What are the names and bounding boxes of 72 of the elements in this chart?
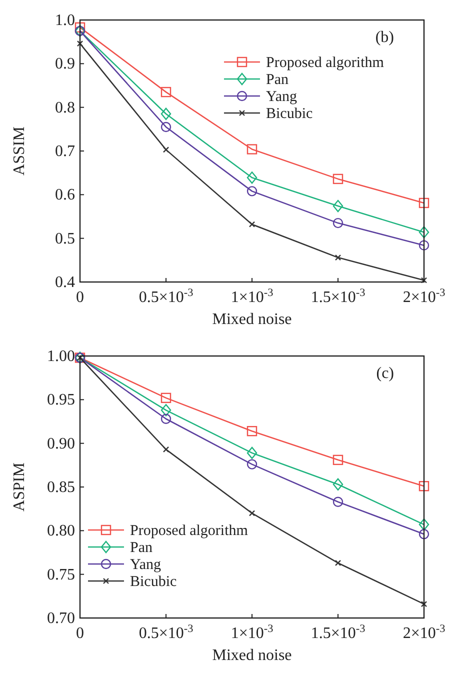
point [334, 560, 342, 566]
point [246, 186, 258, 196]
point [246, 144, 258, 154]
y-axis-title: ASSIM [11, 126, 28, 176]
point [418, 481, 430, 492]
x-tick-label: 0 [76, 289, 84, 306]
point [418, 518, 430, 531]
point [246, 172, 258, 184]
point [332, 200, 344, 212]
y-tick-label: 0.80 [47, 522, 75, 540]
x-axis-title: Mixed noise [212, 311, 292, 328]
legend-label: Proposed algorithm [266, 55, 384, 71]
x-tick-label: 2×10$^{-3}$ [402, 287, 446, 306]
point [248, 510, 256, 516]
legend-label: Pan [266, 72, 289, 88]
point [418, 226, 430, 238]
point [246, 426, 258, 436]
legend-label: Yang [266, 89, 298, 105]
point [160, 86, 172, 98]
y-tick-label: 0.5 [55, 230, 75, 248]
y-tick-label: 1.0 [55, 12, 75, 29]
legend-label: Bicubic [266, 106, 313, 122]
y-tick-label: 0.9 [55, 56, 75, 73]
point [418, 529, 430, 540]
x-tick-label: 1.5×10$^{-3}$ [310, 287, 366, 306]
x-tick-label: 2×10$^{-3}$ [402, 623, 446, 642]
point [248, 221, 256, 228]
legend-label: Pan [130, 540, 153, 556]
y-axis-title: ASPIM [11, 462, 28, 512]
point [332, 454, 344, 466]
y-tick-label: 0.75 [47, 566, 75, 584]
x-tick-label: 0.5×10$^{-3}$ [138, 287, 194, 306]
y-tick-label: 0.8 [55, 99, 75, 116]
legend-label: Proposed algorithm [130, 523, 248, 539]
point [160, 108, 172, 120]
y-tick-label: 0.7 [55, 143, 75, 160]
annotation: (b) [375, 29, 394, 46]
y-tick-label: 0.4 [55, 274, 75, 291]
point [418, 198, 430, 208]
point [160, 414, 172, 424]
y-tick-label: 0.95 [47, 392, 75, 409]
point [74, 22, 86, 33]
x-tick-label: 1×10$^{-3}$ [230, 623, 274, 642]
x-tick-label: 0 [76, 625, 84, 642]
x-tick-label: 0.5×10$^{-3}$ [138, 623, 194, 642]
annotation: (c) [376, 365, 394, 382]
x-axis-title: Mixed noise [212, 647, 292, 664]
point [246, 446, 258, 460]
point [332, 478, 344, 490]
point [334, 254, 342, 261]
y-tick-label: 0.90 [47, 435, 75, 452]
point [418, 240, 430, 250]
y-tick-label: 1.00 [47, 348, 75, 365]
legend-label: Yang [130, 557, 162, 573]
point [160, 404, 172, 416]
point [332, 218, 344, 228]
point [420, 600, 428, 608]
y-tick-label: 0.70 [47, 610, 75, 627]
point [332, 496, 344, 507]
point [162, 146, 170, 153]
y-tick-label: 0.85 [47, 479, 75, 496]
point [332, 174, 344, 184]
point [76, 40, 84, 47]
legend-label: Bicubic [130, 574, 177, 590]
point [160, 392, 172, 404]
point [162, 446, 170, 453]
x-tick-label: 1.5×10$^{-3}$ [310, 623, 366, 642]
point [160, 122, 172, 132]
y-tick-label: 0.6 [55, 186, 75, 204]
x-tick-label: 1×10$^{-3}$ [230, 287, 274, 306]
point [420, 277, 428, 284]
point [246, 459, 258, 470]
